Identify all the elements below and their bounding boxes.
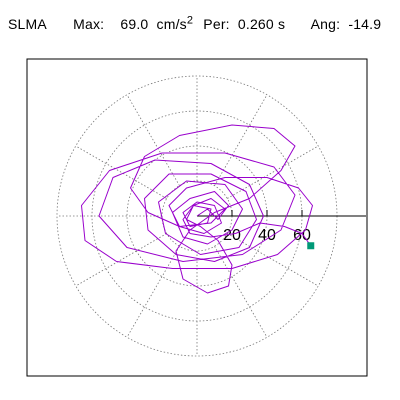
end-marker (307, 242, 315, 250)
axis-tick-label: 20 (223, 227, 241, 244)
radial-axis: 20 40 60 (197, 210, 366, 244)
station-name: SLMA (8, 15, 47, 32)
ang-value: -14.9 (348, 15, 382, 32)
grid-spoke (214, 94, 268, 186)
grid-spoke (75, 233, 167, 287)
grid-spoke (126, 94, 180, 186)
axis-tick-label: 40 (258, 227, 276, 244)
max-unit: cm/s2 (156, 14, 194, 32)
per-value: 0.260 s (237, 15, 286, 32)
chart-title: SLMA Max: 69.0 cm/s2 Per: 0.260 s Ang: -… (8, 14, 385, 32)
plot-frame (26, 58, 368, 377)
ang-label: Ang: (310, 15, 341, 32)
end-marker-layer (307, 242, 315, 250)
axis-tick-label: 60 (293, 227, 311, 244)
particle-motion-trace (81, 124, 313, 294)
trajectory-path (81, 124, 313, 294)
grid-spoke (227, 145, 319, 199)
max-unit-exponent: 2 (186, 14, 194, 26)
grid-spoke (75, 145, 167, 199)
grid-spoke (126, 246, 180, 338)
per-label: Per: (203, 15, 230, 32)
max-value: 69.0 (120, 15, 149, 32)
grid-spoke (214, 246, 268, 338)
max-label: Max: (73, 15, 105, 32)
